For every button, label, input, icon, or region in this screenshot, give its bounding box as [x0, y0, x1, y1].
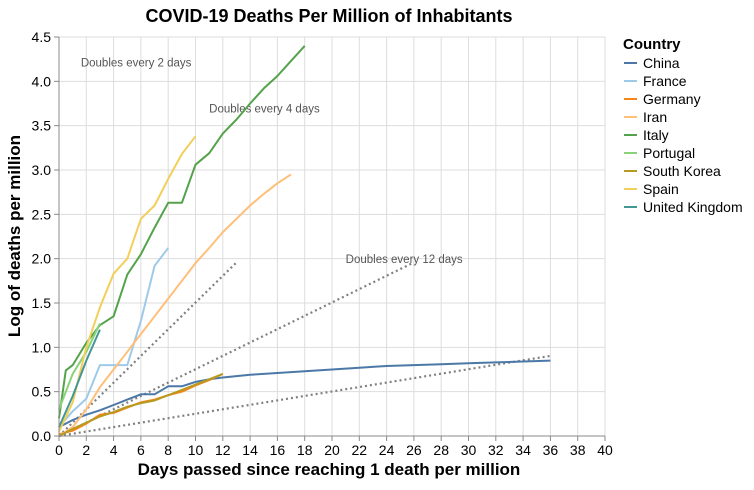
x-tick-label-6: 12	[215, 442, 231, 458]
x-tick-label-5: 10	[188, 442, 204, 458]
legend-label-united-kingdom: United Kingdom	[643, 199, 743, 215]
y-tick-label-2: 1.0	[32, 339, 52, 355]
y-tick-label-9: 4.5	[32, 29, 52, 45]
y-tick-label-4: 2.0	[32, 251, 52, 267]
x-tick-label-3: 6	[137, 442, 145, 458]
x-tick-label-11: 22	[352, 442, 368, 458]
legend-label-spain: Spain	[643, 181, 679, 197]
y-tick-label-1: 0.5	[32, 384, 52, 400]
x-tick-label-7: 14	[242, 442, 258, 458]
series-line-iran	[58, 173, 292, 437]
x-tick-label-13: 26	[406, 442, 422, 458]
y-tick-label-3: 1.5	[32, 295, 52, 311]
series-line-china	[58, 359, 551, 428]
x-tick-label-9: 18	[297, 442, 313, 458]
series-line-italy	[58, 45, 306, 419]
x-tick-label-2: 4	[110, 442, 118, 458]
x-tick-label-15: 30	[461, 442, 477, 458]
legend-title: Country	[623, 36, 681, 53]
y-tick-label-7: 3.5	[32, 118, 52, 134]
y-axis-ticks: 0.0 0.5 1.0 1.5 2.0 2.5 3.0 3.5 4.0 4.5	[32, 29, 59, 444]
x-axis-label: Days passed since reaching 1 death per m…	[138, 460, 521, 479]
series-line-france	[58, 247, 169, 428]
y-tick-label-5: 2.5	[32, 206, 52, 222]
x-tick-label-18: 36	[543, 442, 559, 458]
y-axis-label: Log of deaths per million	[5, 135, 24, 337]
legend-label-italy: Italy	[643, 127, 669, 143]
chart-title: COVID-19 Deaths Per Million of Inhabitan…	[145, 6, 512, 26]
x-tick-label-10: 20	[324, 442, 340, 458]
series-line-portugal	[58, 322, 101, 410]
legend-label-france: France	[643, 73, 687, 89]
legend-label-portugal: Portugal	[643, 145, 695, 161]
legend-label-south-korea: South Korea	[643, 163, 721, 179]
legend-label-germany: Germany	[643, 91, 701, 107]
x-tick-label-0: 0	[55, 442, 63, 458]
y-tick-label-8: 4.0	[32, 73, 52, 89]
x-tick-label-16: 32	[488, 442, 504, 458]
x-tick-label-19: 38	[570, 442, 586, 458]
x-tick-label-8: 16	[270, 442, 286, 458]
reference-label-0: Doubles every 2 days	[81, 57, 192, 69]
x-tick-label-20: 40	[597, 442, 613, 458]
series-line-spain	[58, 135, 197, 433]
series-line-united-kingdom	[58, 329, 101, 428]
y-tick-label-0: 0.0	[32, 428, 52, 444]
y-tick-label-6: 3.0	[32, 162, 52, 178]
x-tick-label-12: 24	[379, 442, 395, 458]
reference-label-2: Doubles every 12 days	[346, 254, 463, 266]
legend-label-iran: Iran	[643, 109, 667, 125]
x-tick-label-17: 34	[515, 442, 531, 458]
series-lines	[58, 45, 551, 437]
reference-line-1	[58, 261, 415, 437]
series-line-south-korea	[58, 372, 224, 437]
legend-label-china: China	[643, 55, 680, 71]
legend: Country China France Germany Iran Italy Portu…	[623, 36, 743, 215]
reference-label-1: Doubles every 4 days	[209, 103, 320, 115]
x-tick-label-14: 28	[433, 442, 449, 458]
legend-items: China France Germany Iran Italy Portugal South…	[624, 55, 743, 215]
x-tick-label-1: 2	[82, 442, 90, 458]
gridlines	[58, 36, 606, 437]
x-axis-ticks: 0 2 4 6 8 10 12 14 16 18 20 22 24 26 28 30 32 34 36 38 40	[55, 436, 613, 458]
x-tick-label-4: 8	[164, 442, 172, 458]
